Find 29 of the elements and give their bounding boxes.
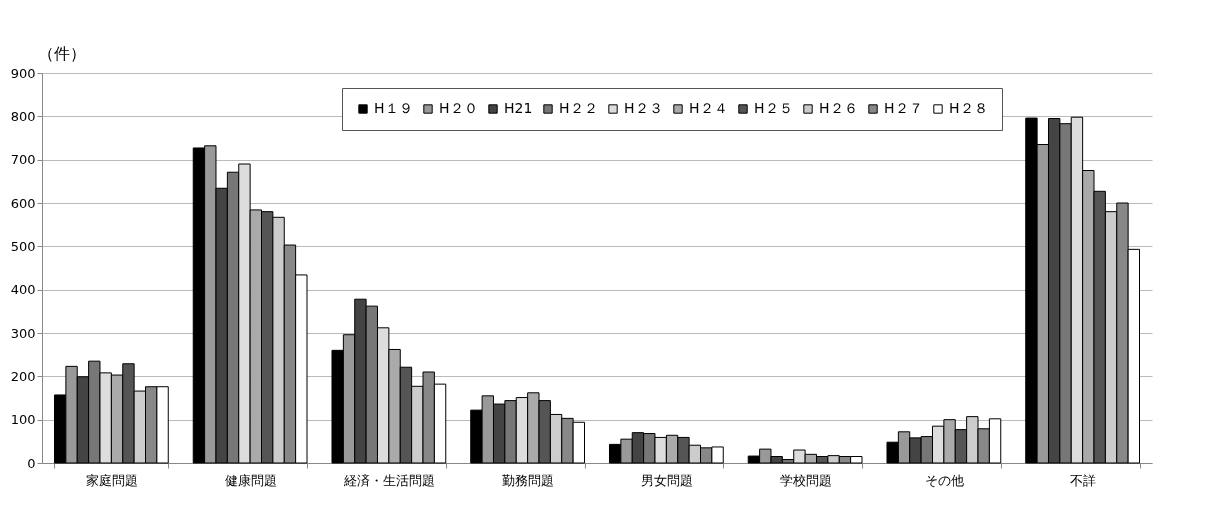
legend-label: H２０ bbox=[439, 100, 478, 116]
x-tick-label: 学校問題 bbox=[779, 472, 832, 488]
legend-label: H２４ bbox=[689, 100, 728, 116]
y-axis-title: （件） bbox=[37, 43, 86, 63]
legend-label: H２２ bbox=[559, 100, 598, 116]
legend-label: H２６ bbox=[819, 100, 858, 116]
legend-label: H２５ bbox=[754, 100, 793, 116]
y-tick-label: 300 bbox=[10, 325, 36, 341]
y-tick-label: 800 bbox=[10, 108, 36, 124]
y-tick-label: 600 bbox=[10, 195, 36, 211]
x-tick-label: 経済・生活問題 bbox=[342, 472, 435, 488]
y-tick-label: 200 bbox=[10, 368, 36, 384]
x-tick-label: 不詳 bbox=[1070, 472, 1097, 488]
y-tick-label: 400 bbox=[10, 282, 36, 298]
y-tick-label: 500 bbox=[10, 238, 36, 254]
x-tick-label: 健康問題 bbox=[224, 472, 277, 488]
legend-label: H２８ bbox=[949, 100, 988, 116]
y-tick-label: 100 bbox=[10, 412, 36, 428]
y-tick-label: 900 bbox=[10, 65, 36, 81]
x-tick-label: 家庭問題 bbox=[85, 472, 138, 488]
legend-label: H２７ bbox=[884, 100, 923, 116]
legend-label: H２３ bbox=[624, 100, 663, 116]
x-tick-label: 勤務問題 bbox=[502, 472, 555, 488]
x-tick-label: 男女問題 bbox=[640, 472, 693, 488]
y-tick-label: 0 bbox=[27, 455, 36, 471]
legend-label: H21 bbox=[504, 100, 533, 116]
y-tick-label: 700 bbox=[10, 152, 36, 168]
legend-label: H１９ bbox=[374, 100, 413, 116]
x-tick-label: その他 bbox=[924, 472, 964, 488]
